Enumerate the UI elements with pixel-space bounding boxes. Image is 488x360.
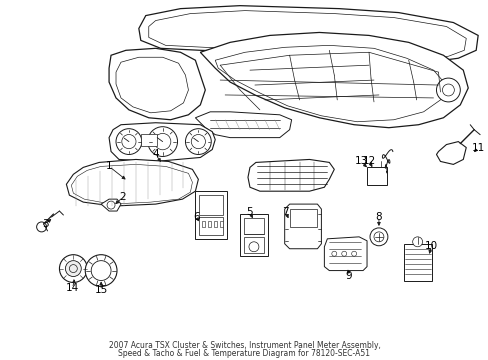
Polygon shape: [200, 32, 468, 128]
Polygon shape: [436, 141, 465, 165]
Circle shape: [185, 129, 211, 154]
Text: 4: 4: [152, 149, 159, 159]
Text: 15: 15: [94, 285, 107, 296]
Text: 11: 11: [470, 143, 484, 153]
Polygon shape: [284, 204, 321, 249]
Text: 5: 5: [246, 207, 253, 217]
Bar: [141, 134, 156, 145]
Polygon shape: [195, 112, 291, 138]
Polygon shape: [247, 159, 334, 191]
Bar: [195, 191, 226, 239]
Circle shape: [436, 78, 459, 102]
Circle shape: [412, 237, 422, 247]
Circle shape: [37, 222, 46, 232]
Text: 7: 7: [282, 207, 288, 217]
Circle shape: [116, 129, 142, 154]
Text: 3: 3: [42, 219, 49, 229]
Circle shape: [85, 255, 117, 287]
Text: 10: 10: [424, 241, 437, 251]
Text: 8: 8: [375, 212, 382, 222]
Circle shape: [147, 127, 177, 157]
Polygon shape: [101, 199, 121, 211]
Text: 14: 14: [65, 283, 79, 293]
Text: 13: 13: [354, 157, 367, 166]
Bar: [199, 195, 223, 215]
Bar: [403, 244, 430, 282]
Text: 12: 12: [362, 157, 375, 166]
Bar: [199, 217, 223, 235]
Polygon shape: [109, 48, 205, 120]
Polygon shape: [324, 237, 366, 271]
Text: 9: 9: [345, 270, 352, 280]
Bar: [240, 214, 267, 256]
Bar: [289, 209, 317, 227]
Bar: [244, 218, 264, 234]
Text: 2007 Acura TSX Cluster & Switches, Instrument Panel Meter Assembly,: 2007 Acura TSX Cluster & Switches, Instr…: [108, 342, 380, 351]
Text: Speed & Tacho & Fuel & Temperature Diagram for 78120-SEC-A51: Speed & Tacho & Fuel & Temperature Diagr…: [118, 350, 370, 359]
Bar: [220, 221, 223, 227]
Text: 1: 1: [105, 161, 112, 171]
Polygon shape: [109, 123, 215, 161]
Bar: [244, 237, 264, 253]
Bar: [202, 221, 205, 227]
Bar: [366, 167, 386, 185]
Text: 6: 6: [193, 212, 199, 222]
Circle shape: [369, 228, 387, 246]
Bar: [208, 221, 211, 227]
Text: 2: 2: [120, 192, 126, 202]
Polygon shape: [66, 159, 198, 206]
Circle shape: [60, 255, 87, 283]
Circle shape: [65, 261, 81, 276]
Polygon shape: [139, 6, 477, 62]
Bar: [214, 221, 217, 227]
